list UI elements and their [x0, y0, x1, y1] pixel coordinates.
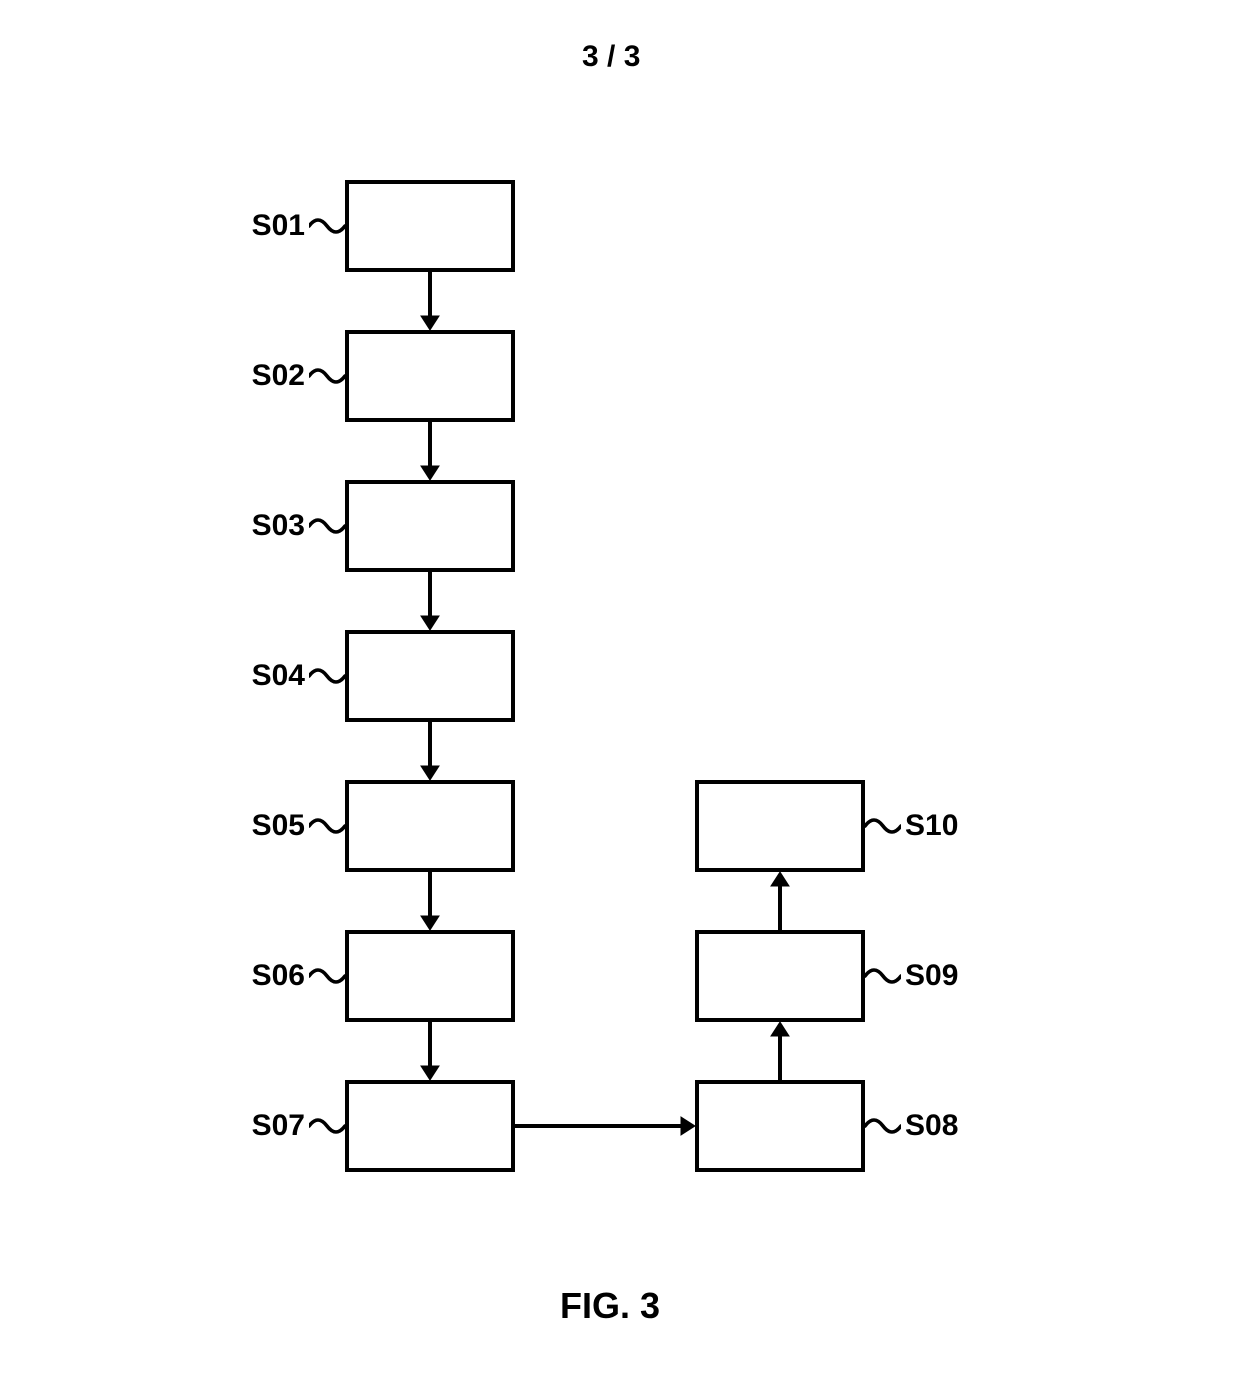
page-number: 3 / 3: [582, 40, 640, 74]
flowchart-node-label: S08: [905, 1109, 958, 1143]
flowchart-node-label: S05: [252, 809, 305, 843]
flowchart-node: [345, 930, 515, 1022]
flowchart-node: [345, 1080, 515, 1172]
connector-tilde: [309, 964, 345, 988]
flowchart-edge: [769, 1011, 791, 1091]
flowchart-edge: [419, 411, 441, 491]
flowchart-node: [345, 780, 515, 872]
flowchart-node-label: S03: [252, 509, 305, 543]
connector-tilde: [865, 964, 901, 988]
flowchart-edge: [419, 1011, 441, 1091]
connector-tilde: [309, 664, 345, 688]
flowchart-node: [345, 180, 515, 272]
connector-tilde: [865, 814, 901, 838]
flowchart-edge: [504, 1115, 706, 1137]
flowchart-node-label: S09: [905, 959, 958, 993]
flowchart-node: [345, 330, 515, 422]
figure-caption: FIG. 3: [560, 1285, 660, 1327]
flowchart-node: [695, 930, 865, 1022]
flowchart-edge: [419, 861, 441, 941]
flowchart-node-label: S01: [252, 209, 305, 243]
flowchart-node-label: S10: [905, 809, 958, 843]
flowchart-edge: [769, 861, 791, 941]
flowchart-edge: [419, 561, 441, 641]
connector-tilde: [309, 1114, 345, 1138]
connector-tilde: [309, 364, 345, 388]
flowchart-node: [695, 780, 865, 872]
connector-tilde: [865, 1114, 901, 1138]
flowchart-node-label: S02: [252, 359, 305, 393]
flowchart-node: [345, 630, 515, 722]
flowchart-node: [695, 1080, 865, 1172]
connector-tilde: [309, 214, 345, 238]
connector-tilde: [309, 814, 345, 838]
flowchart-edge: [419, 711, 441, 791]
flowchart-canvas: 3 / 3 FIG. 3 S01 S02 S03 S04 S05 S06 S07 S08 S09…: [0, 0, 1240, 1379]
flowchart-node-label: S04: [252, 659, 305, 693]
flowchart-node-label: S06: [252, 959, 305, 993]
flowchart-node: [345, 480, 515, 572]
connector-tilde: [309, 514, 345, 538]
flowchart-node-label: S07: [252, 1109, 305, 1143]
flowchart-edge: [419, 261, 441, 341]
